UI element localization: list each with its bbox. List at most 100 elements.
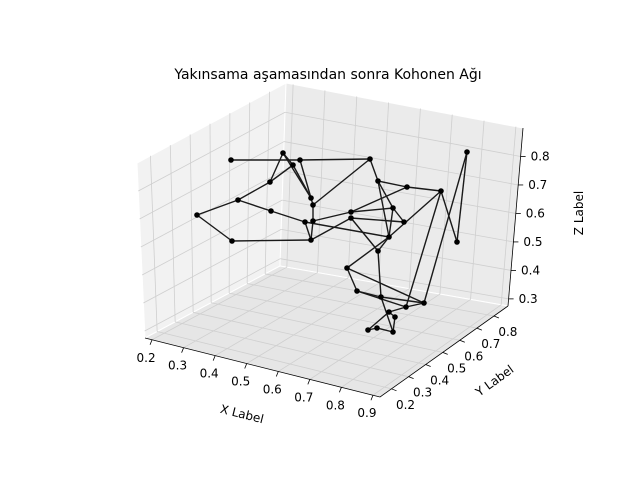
x-grid-line-back — [500, 126, 517, 305]
network-node — [235, 197, 241, 203]
y-axis-line — [379, 305, 509, 398]
y-grid-line — [193, 311, 426, 365]
network-edge — [299, 158, 371, 161]
x-tick-label: 0.5 — [231, 375, 250, 389]
x-tick-label: 0.2 — [137, 351, 156, 365]
network-edge — [196, 214, 233, 242]
network-node — [310, 202, 316, 208]
x-axis-line — [144, 337, 381, 398]
y-tick-mark — [493, 315, 500, 319]
y-tick-mark — [476, 327, 483, 331]
network-edge — [377, 180, 390, 238]
x-grid-line — [341, 299, 471, 388]
z-tick-label: 0.4 — [521, 263, 540, 277]
z-grid-line-left — [143, 229, 282, 304]
y-tick-label: 0.4 — [430, 374, 449, 388]
network-edge — [196, 199, 239, 216]
network-node — [464, 149, 470, 155]
y-tick-label: 0.5 — [447, 361, 466, 375]
network-edge — [406, 186, 442, 192]
x-grid-line-back — [286, 84, 294, 268]
network-edge — [388, 306, 407, 313]
y-tick-mark — [391, 388, 397, 392]
x-tick-mark — [370, 395, 374, 401]
x-grid-line-back — [317, 90, 326, 273]
network-edge — [299, 159, 312, 199]
z-grid-line — [284, 141, 519, 186]
network-edge — [350, 207, 394, 213]
network-edge — [377, 250, 382, 298]
z-grid-line — [281, 229, 512, 271]
network-edge — [405, 190, 442, 308]
network-edge — [346, 236, 390, 269]
y-axis-label: Y Label — [472, 362, 516, 400]
y-tick-label: 0.2 — [396, 398, 415, 412]
axis-lines — [144, 127, 524, 398]
network-edge — [304, 221, 390, 238]
network-edge — [346, 267, 425, 304]
network-edge — [282, 152, 312, 199]
x-tick-label: 0.9 — [357, 406, 376, 420]
network-node — [390, 205, 396, 211]
x-tick-mark — [339, 387, 342, 393]
z-grid-line — [283, 170, 516, 214]
network-node — [308, 237, 314, 243]
x-tick-label: 0.8 — [326, 398, 345, 412]
z-grid-line — [284, 111, 521, 157]
network-edge — [312, 158, 371, 206]
network-node — [438, 188, 444, 194]
network-edge — [388, 207, 394, 238]
network-node — [378, 294, 384, 300]
network-edge — [231, 239, 312, 242]
network-node — [267, 179, 273, 185]
network-node — [421, 300, 427, 306]
network-node — [386, 309, 392, 315]
network-nodes — [194, 149, 470, 335]
network-edge — [346, 267, 358, 292]
x-grid-line — [246, 282, 379, 364]
x-tick-mark — [244, 363, 248, 369]
x-grid-line — [183, 272, 318, 349]
x-grid-line — [372, 304, 502, 396]
network-node — [302, 219, 308, 225]
network-edge — [350, 186, 408, 213]
z-grid-line-left — [139, 141, 285, 220]
x-tick-mark — [149, 339, 153, 345]
network-edge — [377, 180, 394, 209]
x-grid-line — [151, 266, 288, 341]
y-grid-line-left — [169, 145, 176, 322]
x-grid-line — [309, 293, 441, 380]
z-grid-line-left — [144, 258, 281, 332]
network-node — [229, 238, 235, 244]
x-tick-label: 0.7 — [294, 390, 313, 404]
network-node — [354, 288, 360, 294]
z-tick-label: 0.8 — [531, 149, 550, 163]
z-grid-line-left — [141, 199, 283, 276]
y-tick-mark — [425, 364, 431, 367]
y-grid-line-left — [246, 102, 251, 284]
network-edge — [237, 199, 272, 212]
network-edge — [377, 236, 390, 252]
x-grid-line-back — [347, 96, 358, 278]
network-edge — [310, 217, 352, 241]
network-edge — [456, 151, 468, 243]
x-grid-line-back — [439, 114, 453, 295]
z-tick-label: 0.7 — [528, 178, 547, 192]
z-tick-label: 0.5 — [523, 235, 542, 249]
x-grid-line-back — [408, 108, 421, 289]
network-edge — [392, 207, 405, 223]
y-tick-label: 0.8 — [498, 325, 517, 339]
network-node — [390, 329, 396, 335]
network-node — [268, 208, 274, 214]
network-node — [454, 239, 460, 245]
network-node — [297, 157, 303, 163]
x-tick-label: 0.4 — [200, 367, 219, 381]
x-grid-line-back — [470, 120, 485, 300]
y-grid-line-left — [189, 134, 194, 313]
x-tick-mark — [212, 355, 216, 361]
z-axis-label: Z Label — [572, 191, 586, 235]
network-edge — [237, 181, 271, 201]
x-grid-line — [278, 288, 410, 372]
y-tick-mark — [408, 376, 414, 380]
network-edge — [312, 211, 352, 222]
